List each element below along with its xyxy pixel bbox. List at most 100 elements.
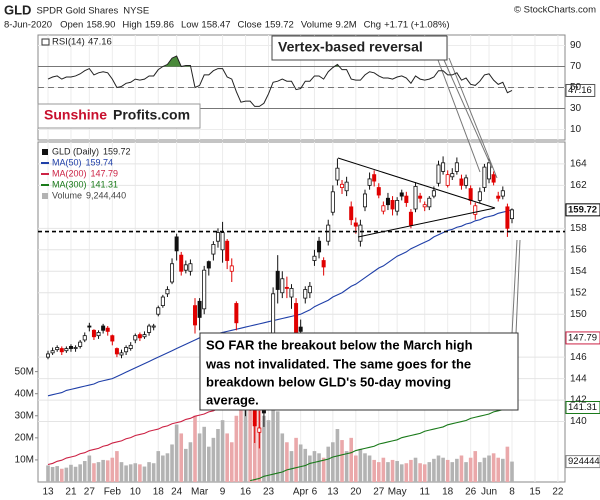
x-tick-label: 9 [220, 487, 226, 498]
candle-body [188, 263, 193, 272]
candle-body [105, 327, 110, 332]
ma-line [250, 406, 513, 482]
field-label: Chg [364, 20, 381, 31]
candle-body [482, 166, 487, 188]
candle-body [220, 232, 225, 251]
candle-body [509, 209, 514, 220]
volume-tick-label: 10M [15, 455, 34, 466]
volume-bar [441, 457, 445, 482]
field-value: 158.90 [86, 20, 115, 31]
note-line: average. [206, 392, 259, 407]
pointer [437, 59, 481, 173]
field-value: 158.47 [201, 20, 230, 31]
volume-bar [156, 451, 161, 482]
volume-bar [101, 459, 105, 482]
x-tick-label: 27 [373, 487, 385, 498]
volume-bar [82, 461, 87, 482]
value-tag-box [565, 83, 596, 97]
volume-bar [331, 442, 335, 482]
field-label: High [122, 20, 142, 31]
candle-body [225, 240, 230, 261]
volume-bar [413, 457, 418, 482]
candle-body [349, 206, 354, 221]
candle-body [229, 265, 234, 272]
candle-body [385, 197, 390, 206]
volume-bar [50, 466, 55, 482]
x-tick-label: 21 [65, 487, 77, 498]
candle-body [101, 325, 106, 331]
volume-bar [73, 466, 78, 482]
volume-bar [464, 462, 468, 482]
legend-icon [42, 149, 48, 155]
volume-bar [151, 463, 156, 482]
candle-body [464, 177, 469, 186]
candle-body [78, 341, 83, 347]
volume-tick-label: 40M [15, 388, 34, 399]
pointer-lines [437, 57, 521, 335]
note-box [199, 332, 519, 411]
candle-body [395, 200, 400, 212]
y-tick-label: 154 [570, 266, 587, 277]
volume-bar [229, 442, 234, 482]
candle-body [147, 325, 152, 333]
candle-body [133, 335, 138, 341]
candle-body [312, 255, 317, 261]
candle-body [234, 303, 239, 324]
rsi-tick-label: 50 [570, 82, 582, 93]
volume-bar [243, 404, 248, 482]
candle-body [206, 261, 211, 269]
volume-bar [358, 448, 363, 482]
candle-body [114, 348, 119, 355]
value-tag-box [565, 400, 600, 414]
volume-bar [216, 429, 220, 482]
x-tick-label: 18 [442, 487, 454, 498]
candle-body [340, 183, 345, 188]
volume-bar [459, 455, 464, 482]
volume-bar [404, 463, 409, 482]
candle-body [404, 195, 409, 203]
candle-body [445, 174, 450, 186]
candle-body [46, 353, 51, 358]
value-tag: 47.16 [568, 85, 592, 96]
candle-body [73, 347, 78, 349]
volume-bar [206, 446, 211, 482]
value-tag-box [565, 455, 600, 469]
candle-body [367, 178, 372, 186]
volume-bar [450, 462, 455, 482]
logo-profits: Profits.com [113, 107, 190, 123]
x-tick-label: 13 [327, 487, 339, 498]
volume-bar [427, 462, 432, 482]
volume-bar [381, 457, 386, 482]
volume-bar [294, 437, 298, 482]
value-tag: 9244440 [568, 456, 600, 467]
triangle-upper [337, 157, 496, 209]
candle-body [307, 285, 312, 294]
field-value: 159.86 [145, 20, 174, 31]
candle-body [215, 232, 220, 242]
y-tick-label: 152 [570, 287, 587, 298]
candle-body [390, 200, 395, 210]
candle-body [280, 278, 285, 294]
volume-bar [468, 457, 473, 482]
volume-bar [78, 464, 82, 482]
field-value: 9.2M [336, 20, 357, 31]
volume-bar [280, 433, 285, 482]
volume-bar [344, 451, 349, 482]
y-tick-label: 142 [570, 395, 587, 406]
candle-body [408, 211, 413, 226]
volume-bar [234, 415, 239, 482]
volume-bar [138, 464, 142, 482]
volume-bar [308, 455, 312, 482]
note-line: was not invalidated. The same goes for t… [205, 356, 471, 371]
y-tick-label: 162 [570, 180, 587, 191]
candle-body [124, 347, 129, 353]
rsi-tick-label: 30 [570, 103, 582, 114]
volume-bar [248, 393, 252, 482]
volume-bar [165, 453, 170, 482]
volume-bar [211, 437, 216, 482]
candle-body [179, 254, 184, 272]
volume-bar [501, 458, 505, 482]
logo-sunshine: Sunshine [44, 107, 107, 123]
volume-bar [124, 465, 128, 482]
volume-bar [202, 426, 206, 482]
